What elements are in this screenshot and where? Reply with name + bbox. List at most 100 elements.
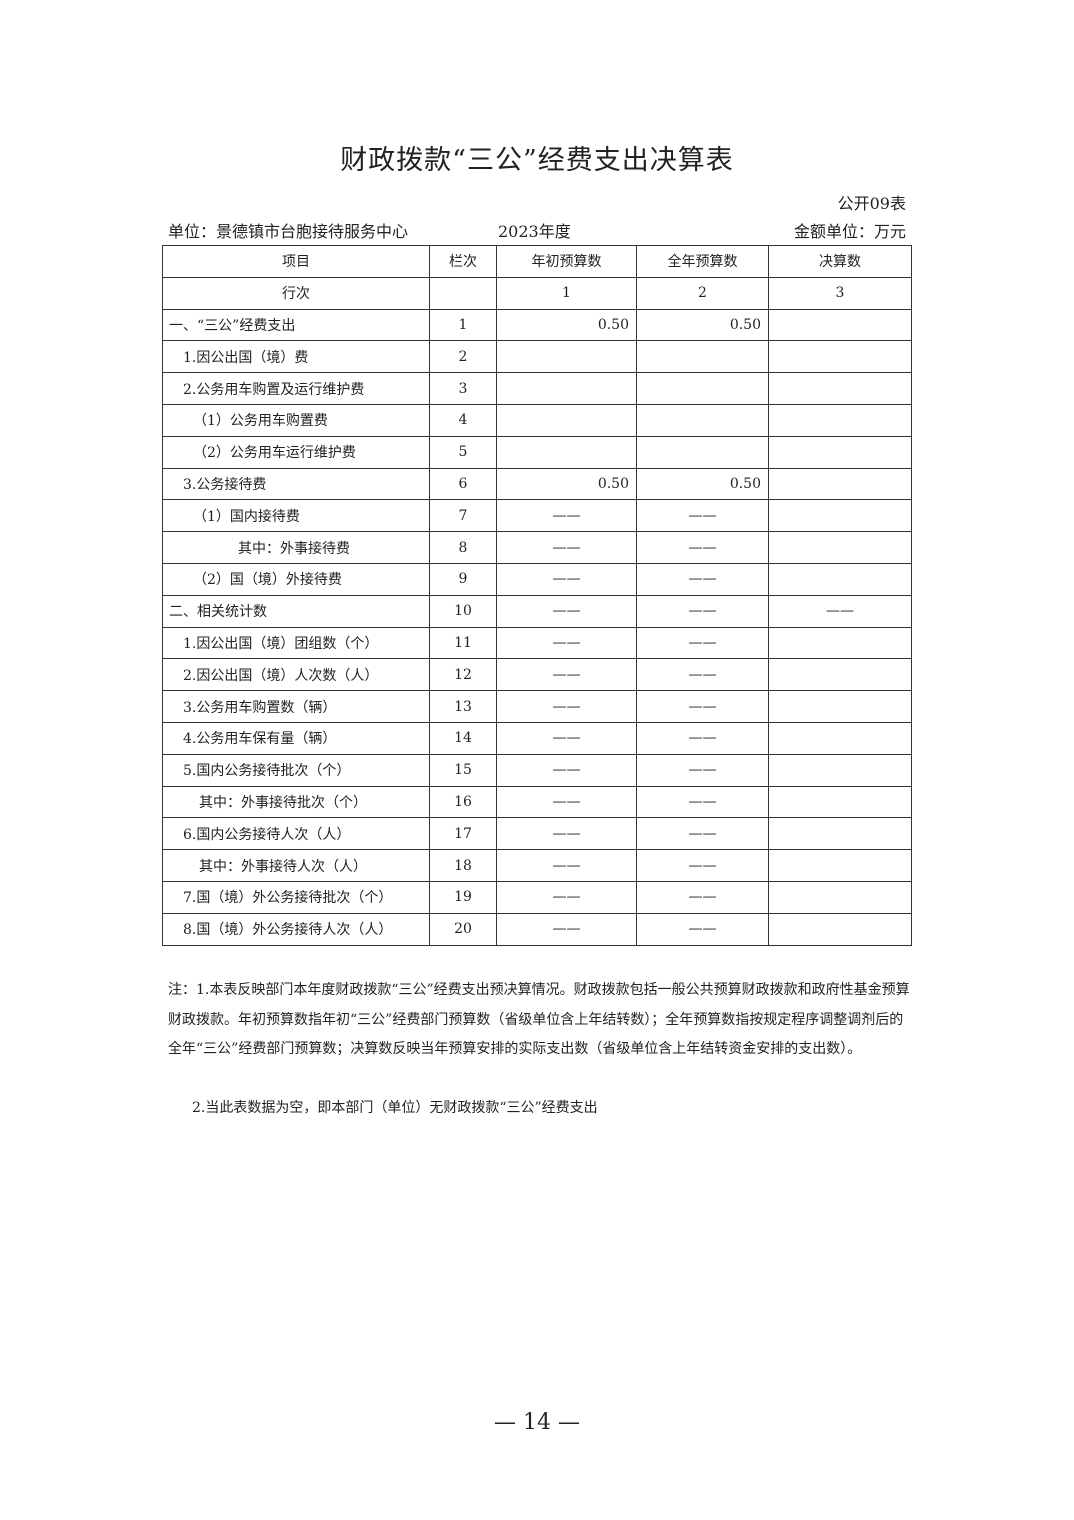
- cell-item: 1.因公出国（境）费: [162, 340, 430, 374]
- table-row: 8.国（境）外公务接待人次（人） 20 —— ——: [162, 912, 912, 946]
- cell-initial-budget: [496, 403, 637, 437]
- table-row: 3.公务用车购置数（辆） 13 —— ——: [162, 690, 912, 723]
- cell-item: （2）公务用车运行维护费: [162, 435, 430, 469]
- cell-final-accounts: [768, 562, 912, 596]
- cell-item: 其中：外事接待批次（个）: [162, 785, 430, 819]
- cell-final-accounts: [768, 499, 912, 533]
- cell-column-no: 10: [429, 594, 497, 628]
- cell-column-no: 1: [429, 308, 497, 342]
- cell-full-year-budget: [636, 372, 769, 405]
- cell-final-accounts: [768, 880, 912, 914]
- table-row: 其中：外事接待人次（人） 18 —— ——: [162, 849, 912, 882]
- cell-full-year-budget: ——: [636, 690, 769, 723]
- cell-item: 2.公务用车购置及运行维护费: [162, 372, 430, 405]
- header-full-year-budget: 全年预算数: [636, 245, 769, 278]
- cell-item: 其中：外事接待人次（人）: [162, 849, 430, 882]
- cell-full-year-budget: ——: [636, 849, 769, 882]
- cell-item: 行次: [162, 276, 430, 310]
- cell-full-year-budget: [636, 435, 769, 469]
- cell-initial-budget: 0.50: [496, 467, 637, 501]
- cell-full-year-budget: ——: [636, 753, 769, 787]
- cell-full-year-budget: ——: [636, 626, 769, 660]
- cell-initial-budget: [496, 435, 637, 469]
- cell-item: （2）国（境）外接待费: [162, 562, 430, 596]
- table-code: 公开09表: [837, 194, 906, 213]
- cell-initial-budget: ——: [496, 785, 637, 819]
- cell-initial-budget: 1: [496, 276, 637, 310]
- cell-column-no: 6: [429, 467, 497, 501]
- table-row: 行次 1 2 3: [162, 276, 912, 310]
- page-number: — 14 —: [494, 1410, 580, 1435]
- cell-full-year-budget: 0.50: [636, 308, 769, 342]
- cell-final-accounts: [768, 340, 912, 374]
- cell-initial-budget: 0.50: [496, 308, 637, 342]
- cell-final-accounts: [768, 658, 912, 692]
- table-row: 其中：外事接待费 8 —— ——: [162, 531, 912, 564]
- cell-full-year-budget: ——: [636, 880, 769, 914]
- cell-final-accounts: [768, 467, 912, 501]
- cell-initial-budget: [496, 372, 637, 405]
- cell-column-no: 15: [429, 753, 497, 787]
- cell-item: 2.因公出国（境）人次数（人）: [162, 658, 430, 692]
- table-row: 一、“三公”经费支出 1 0.50 0.50: [162, 308, 912, 342]
- cell-full-year-budget: ——: [636, 658, 769, 692]
- header-row: 项目 栏次 年初预算数 全年预算数 决算数: [162, 245, 912, 278]
- cell-initial-budget: ——: [496, 658, 637, 692]
- cell-column-no: 7: [429, 499, 497, 533]
- cell-full-year-budget: 2: [636, 276, 769, 310]
- cell-initial-budget: ——: [496, 626, 637, 660]
- cell-item: 二、相关统计数: [162, 594, 430, 628]
- cell-final-accounts: [768, 403, 912, 437]
- cell-column-no: 20: [429, 912, 497, 946]
- cell-final-accounts: [768, 372, 912, 405]
- cell-item: 8.国（境）外公务接待人次（人）: [162, 912, 430, 946]
- cell-item: 7.国（境）外公务接待批次（个）: [162, 880, 430, 914]
- table-row: （1）公务用车购置费 4: [162, 403, 912, 437]
- cell-column-no: 17: [429, 817, 497, 851]
- cell-item: 1.因公出国（境）团组数（个）: [162, 626, 430, 660]
- cell-final-accounts: [768, 785, 912, 819]
- cell-full-year-budget: ——: [636, 912, 769, 946]
- cell-final-accounts: [768, 753, 912, 787]
- header-final-accounts: 决算数: [768, 245, 912, 278]
- cell-final-accounts: [768, 531, 912, 564]
- cell-initial-budget: ——: [496, 562, 637, 596]
- table-row: （2）国（境）外接待费 9 —— ——: [162, 562, 912, 596]
- cell-column-no: 18: [429, 849, 497, 882]
- cell-initial-budget: ——: [496, 594, 637, 628]
- cell-column-no: 19: [429, 880, 497, 914]
- cell-initial-budget: ——: [496, 690, 637, 723]
- cell-initial-budget: ——: [496, 912, 637, 946]
- cell-initial-budget: ——: [496, 817, 637, 851]
- cell-item: 3.公务用车购置数（辆）: [162, 690, 430, 723]
- unit-label: 单位：景德镇市台胞接待服务中心: [168, 222, 409, 241]
- cell-initial-budget: ——: [496, 753, 637, 787]
- cell-column-no: 4: [429, 403, 497, 437]
- cell-item: 6.国内公务接待人次（人）: [162, 817, 430, 851]
- cell-column-no: 9: [429, 562, 497, 596]
- cell-initial-budget: ——: [496, 499, 637, 533]
- cell-final-accounts: [768, 912, 912, 946]
- cell-full-year-budget: ——: [636, 594, 769, 628]
- table-row: 2.公务用车购置及运行维护费 3: [162, 372, 912, 405]
- cell-final-accounts: [768, 721, 912, 755]
- cell-column-no: 8: [429, 531, 497, 564]
- table-row: 其中：外事接待批次（个） 16 —— ——: [162, 785, 912, 819]
- cell-column-no: 5: [429, 435, 497, 469]
- cell-column-no: 3: [429, 372, 497, 405]
- table-row: 2.因公出国（境）人次数（人） 12 —— ——: [162, 658, 912, 692]
- table-row: 6.国内公务接待人次（人） 17 —— ——: [162, 817, 912, 851]
- cell-initial-budget: ——: [496, 880, 637, 914]
- three-public-expenses-table: 项目 栏次 年初预算数 全年预算数 决算数 行次 1 2 3 一、“三公”经费支出 1 0.…: [162, 245, 912, 946]
- cell-final-accounts: [768, 690, 912, 723]
- table-row: 7.国（境）外公务接待批次（个） 19 —— ——: [162, 880, 912, 914]
- cell-column-no: 13: [429, 690, 497, 723]
- header-column-no: 栏次: [429, 245, 497, 278]
- cell-item: 其中：外事接待费: [162, 531, 430, 564]
- table-row: （2）公务用车运行维护费 5: [162, 435, 912, 469]
- cell-full-year-budget: ——: [636, 721, 769, 755]
- header-item: 项目: [162, 245, 430, 278]
- cell-item: （1）国内接待费: [162, 499, 430, 533]
- cell-item: （1）公务用车购置费: [162, 403, 430, 437]
- cell-full-year-budget: ——: [636, 785, 769, 819]
